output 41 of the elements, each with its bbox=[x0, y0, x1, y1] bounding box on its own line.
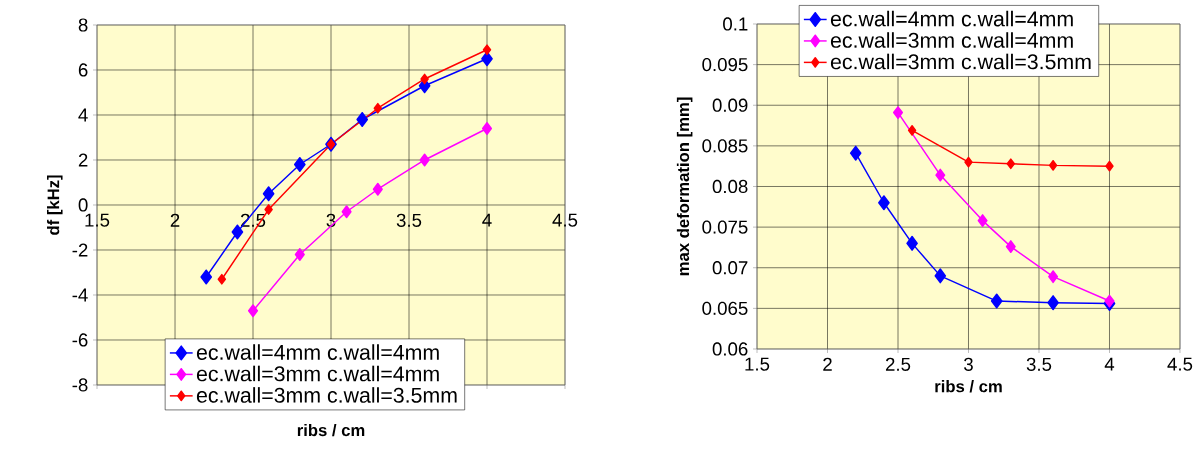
y-axis-title: max deformation [mm] bbox=[676, 97, 693, 276]
y-tick-label: 0.08 bbox=[712, 179, 748, 194]
x-tick-label: 3 bbox=[326, 213, 336, 227]
y-tick-label: 0.1 bbox=[723, 17, 748, 31]
x-tick-label: 3.5 bbox=[396, 213, 422, 227]
x-tick-label: 4 bbox=[482, 213, 492, 227]
y-tick-label: 0.085 bbox=[702, 139, 748, 153]
y-tick-label: 0.07 bbox=[712, 261, 748, 275]
legend-label: ec.wall=4mm c.wall=4mm bbox=[196, 344, 439, 360]
y-tick-label: 0.06 bbox=[712, 342, 748, 356]
x-tick-label: 1.5 bbox=[85, 213, 110, 227]
y-tick-label: 0.065 bbox=[702, 301, 748, 315]
legend-label: ec.wall=3mm c.wall=4mm bbox=[196, 365, 439, 382]
y-tick-label: -4 bbox=[72, 288, 88, 302]
x-tick-label: 3.5 bbox=[1026, 357, 1052, 371]
y-tick-label: -2 bbox=[72, 243, 88, 257]
x-tick-label: 4 bbox=[1104, 357, 1115, 371]
x-tick-label: 3 bbox=[964, 357, 973, 371]
y-tick-label: -8 bbox=[72, 378, 88, 392]
x-axis-title: ribs / cm bbox=[935, 380, 1002, 393]
y-tick-label: 8 bbox=[78, 18, 88, 32]
y-tick-label: 6 bbox=[78, 63, 88, 77]
x-tick-label: 2 bbox=[823, 357, 832, 371]
x-tick-label: 4.5 bbox=[1167, 357, 1193, 371]
y-tick-label: -6 bbox=[72, 333, 88, 347]
y-tick-label: 0.09 bbox=[712, 98, 748, 112]
y-tick-label: 0.095 bbox=[702, 57, 748, 72]
x-tick-label: 4.5 bbox=[552, 213, 578, 227]
x-tick-label: 1.5 bbox=[745, 357, 770, 371]
y-tick-label: 0 bbox=[78, 198, 88, 212]
y-tick-label: 4 bbox=[78, 108, 88, 122]
legend-label: ec.wall=3mm c.wall=3.5mm bbox=[196, 387, 457, 403]
legend-label: ec.wall=3mm c.wall=3.5mm bbox=[830, 53, 1091, 70]
x-tick-label: 2.5 bbox=[885, 357, 911, 371]
x-tick-label: 2 bbox=[170, 213, 180, 227]
y-axis-title: df [kHz] bbox=[47, 175, 63, 235]
x-axis-title: ribs / cm bbox=[297, 423, 365, 437]
legend-label: ec.wall=3mm c.wall=4mm bbox=[830, 32, 1073, 48]
legend-label: ec.wall=4mm c.wall=4mm bbox=[830, 10, 1073, 27]
y-tick-label: 0.075 bbox=[702, 220, 748, 234]
y-tick-label: 2 bbox=[78, 153, 88, 167]
